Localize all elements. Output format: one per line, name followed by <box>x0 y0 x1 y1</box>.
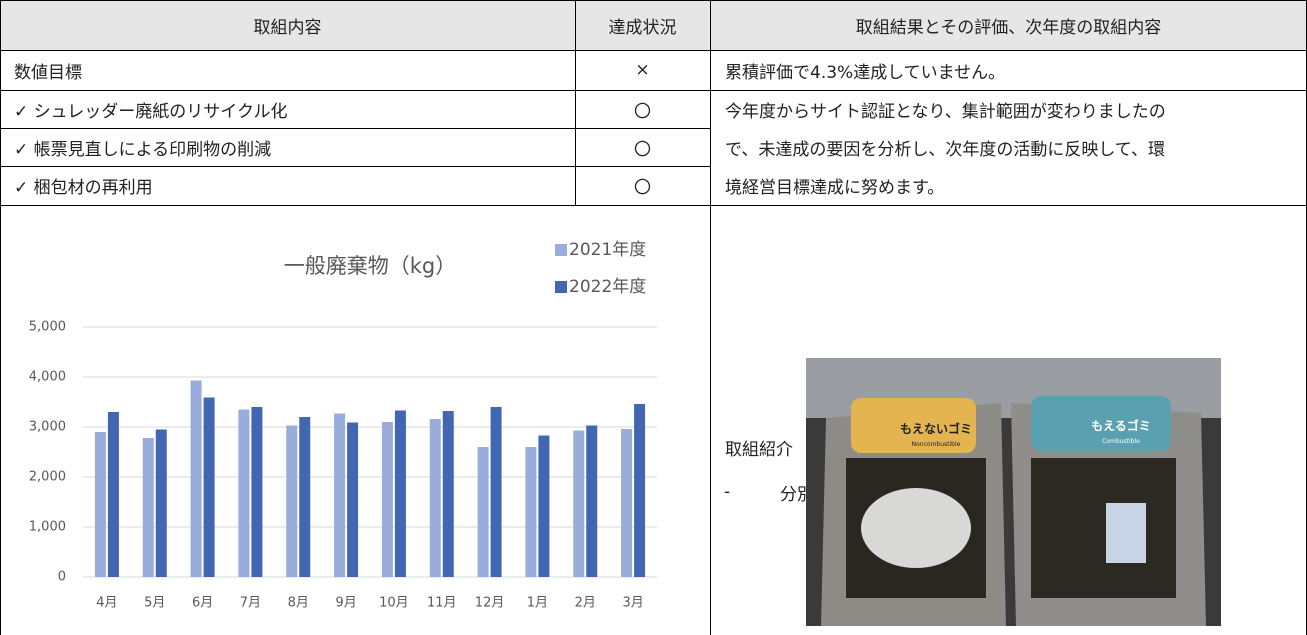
bar <box>394 410 406 577</box>
bar <box>190 380 202 577</box>
rule <box>710 0 711 635</box>
bar <box>442 411 454 577</box>
x-tick-label: 4月 <box>96 596 117 611</box>
x-tick-label: 5月 <box>144 596 165 611</box>
bar <box>429 419 441 577</box>
y-tick-label: 0 <box>58 570 66 585</box>
summary: 累積評価で4.3%達成していません。 <box>725 62 1006 83</box>
rule <box>575 0 576 205</box>
bar <box>238 409 250 577</box>
legend-swatch <box>555 281 567 293</box>
rule <box>0 90 1307 91</box>
cell: 数値目標 <box>14 62 82 83</box>
x-tick-label: 7月 <box>240 596 261 611</box>
bar <box>586 425 598 577</box>
cell: ✓ 帳票見直しによる印刷物の削減 <box>14 139 272 160</box>
status: 〇 <box>634 178 651 198</box>
photo-label: もえないゴミ <box>900 421 972 436</box>
rule <box>0 166 710 167</box>
bag <box>861 488 971 568</box>
header-cell: 取組結果とその評価、次年度の取組内容 <box>710 0 1307 50</box>
bar <box>381 422 393 577</box>
opening <box>1031 458 1176 598</box>
header-cell: 取組内容 <box>0 0 575 50</box>
rule <box>0 205 1307 206</box>
y-tick-label: 4,000 <box>29 370 66 385</box>
bar <box>621 429 633 577</box>
header-cell: 達成状況 <box>575 0 710 50</box>
chart-title: 一般廃棄物（kg） <box>284 254 457 278</box>
bar <box>347 422 359 577</box>
bar <box>299 417 311 577</box>
bar <box>490 407 502 577</box>
y-tick-label: 3,000 <box>29 420 66 435</box>
x-tick-label: 2月 <box>575 596 596 611</box>
intro-heading: 取組紹介 <box>725 439 793 460</box>
status: 〇 <box>634 139 651 160</box>
plan-line: 境経営目標達成に努めます。 <box>725 178 945 198</box>
bar <box>142 438 154 577</box>
y-tick-label: 2,000 <box>29 470 66 485</box>
bar <box>525 447 537 577</box>
rule <box>0 50 1307 51</box>
rule <box>0 0 1 635</box>
bar <box>538 435 550 577</box>
bar <box>107 412 119 577</box>
plan-line: 今年度からサイト認証となり、集計範囲が変わりましたの <box>725 101 1166 122</box>
x-tick-label: 12月 <box>475 596 505 611</box>
x-tick-label: 8月 <box>288 596 309 611</box>
photo: もえないゴミ Noncombustible もえるゴミ Combustible <box>806 358 1221 626</box>
x-tick-label: 6月 <box>192 596 213 611</box>
x-tick-label: 3月 <box>622 596 643 611</box>
cell: ✓ シュレッダー廃紙のリサイクル化 <box>14 101 288 122</box>
x-tick-label: 10月 <box>379 596 409 611</box>
y-tick-label: 1,000 <box>29 520 66 535</box>
bullet: - <box>724 482 731 502</box>
rule <box>0 0 1307 1</box>
lid <box>1031 396 1171 451</box>
legend-swatch <box>555 244 567 256</box>
bar <box>334 413 346 577</box>
chart: 一般廃棄物（kg） 0 1,000 2,000 3,000 4,000 5,000 4月 5月… <box>29 240 657 611</box>
bar <box>286 425 298 577</box>
bar <box>94 432 106 577</box>
photo-label: もえるゴミ <box>1091 418 1151 433</box>
bar <box>251 407 263 577</box>
bar <box>477 447 489 577</box>
rule <box>0 128 710 129</box>
carton <box>1106 503 1146 563</box>
photo-label: Combustible <box>1102 438 1140 445</box>
legend-label: 2021年度 <box>569 240 646 260</box>
photo-label: Noncombustible <box>912 441 961 448</box>
legend-label: 2022年度 <box>569 277 646 297</box>
status: × <box>635 60 650 80</box>
bar <box>634 404 646 577</box>
y-tick-label: 5,000 <box>29 320 66 335</box>
bar <box>573 430 585 577</box>
bar <box>155 429 167 577</box>
status: 〇 <box>634 101 651 122</box>
x-tick-label: 9月 <box>335 596 356 611</box>
lid <box>851 398 976 453</box>
x-tick-label: 1月 <box>527 596 548 611</box>
bar <box>203 397 215 577</box>
x-tick-label: 11月 <box>427 596 457 611</box>
cell: ✓ 梱包材の再利用 <box>14 178 153 198</box>
plan-line: で、未達成の要因を分析し、次年度の活動に反映して、環 <box>725 139 1165 160</box>
